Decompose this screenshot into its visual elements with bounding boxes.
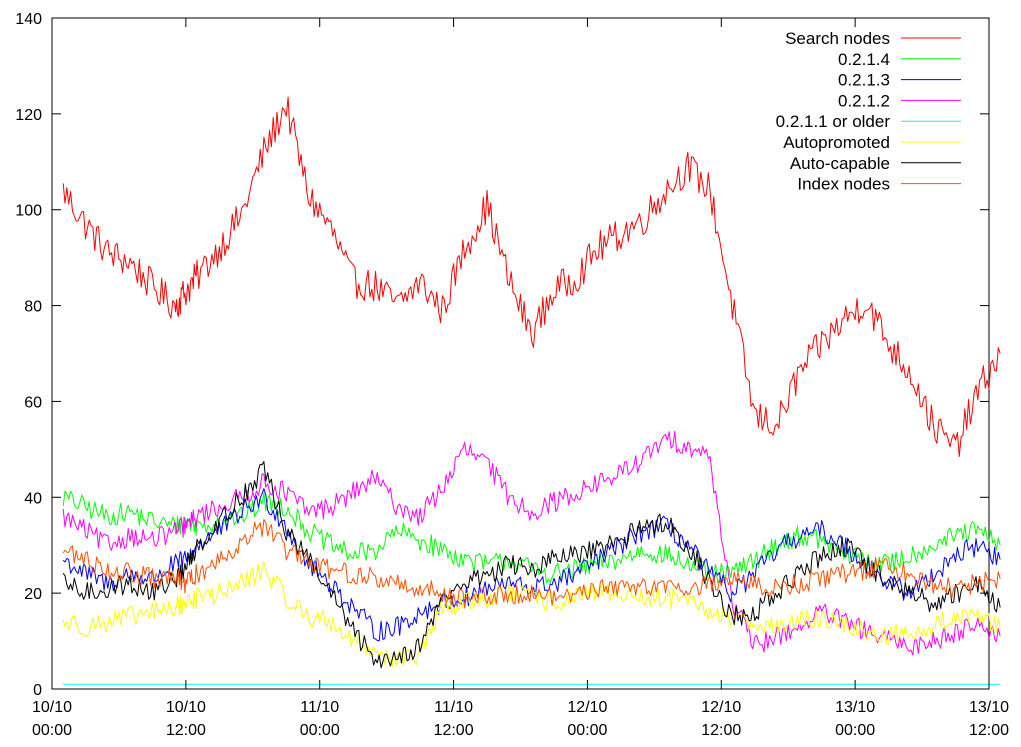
series-line — [62, 519, 1001, 609]
x-tick-label-date: 12/10 — [567, 699, 607, 716]
series-line — [62, 561, 1001, 668]
legend-label: 0.2.1.2 — [838, 91, 890, 110]
y-tick-label: 80 — [24, 299, 42, 316]
x-tick-label-time: 00:00 — [300, 722, 340, 739]
y-axis: 0 20 40 60 80 100 120 140 — [15, 11, 989, 699]
series-line — [62, 461, 1001, 669]
series-layer — [62, 96, 1001, 685]
x-tick-label-date: 12/10 — [701, 699, 741, 716]
x-axis: 10/10 00:00 10/10 12:00 11/10 00:00 11/10 12:00… — [32, 18, 1009, 739]
x-tick-label-date: 11/10 — [434, 699, 473, 716]
x-tick-label-date: 13/10 — [835, 699, 875, 716]
x-tick-label-time: 00:00 — [32, 722, 72, 739]
y-tick-label: 20 — [24, 586, 42, 603]
series-line — [62, 430, 1001, 656]
y-tick-label: 60 — [24, 394, 42, 411]
x-tick-label-time: 00:00 — [567, 722, 607, 739]
legend-label: 0.2.1.1 or older — [776, 112, 891, 131]
plot-frame — [51, 17, 990, 690]
x-tick-label-date: 13/10 — [969, 699, 1009, 716]
y-tick-label: 40 — [24, 490, 42, 507]
x-tick-label-time: 12:00 — [969, 722, 1009, 739]
y-tick-label: 0 — [33, 682, 42, 699]
y-tick-label: 140 — [15, 11, 42, 28]
x-tick-label-time: 12:00 — [166, 722, 206, 739]
x-tick-label-time: 00:00 — [835, 722, 875, 739]
legend-label: Autopromoted — [783, 133, 890, 152]
x-tick-label-time: 12:00 — [701, 722, 741, 739]
legend-label: Auto-capable — [790, 154, 890, 173]
legend-label: Search nodes — [785, 29, 890, 48]
plot-area — [51, 17, 1001, 690]
legend-label: 0.2.1.3 — [838, 71, 890, 90]
y-tick-label: 100 — [15, 203, 42, 220]
legend-label: Index nodes — [797, 175, 890, 194]
y-tick-label: 120 — [15, 107, 42, 124]
x-tick-label-date: 10/10 — [32, 699, 72, 716]
x-tick-label-time: 12:00 — [434, 722, 474, 739]
series-line — [62, 96, 1001, 457]
series-line — [62, 490, 1001, 584]
legend: Search nodes 0.2.1.4 0.2.1.30.2.1.2 0.2.1.1… — [776, 29, 961, 194]
x-tick-label-date: 10/10 — [166, 699, 206, 716]
legend-label: 0.2.1.4 — [838, 50, 890, 69]
x-tick-label-date: 11/10 — [300, 699, 339, 716]
